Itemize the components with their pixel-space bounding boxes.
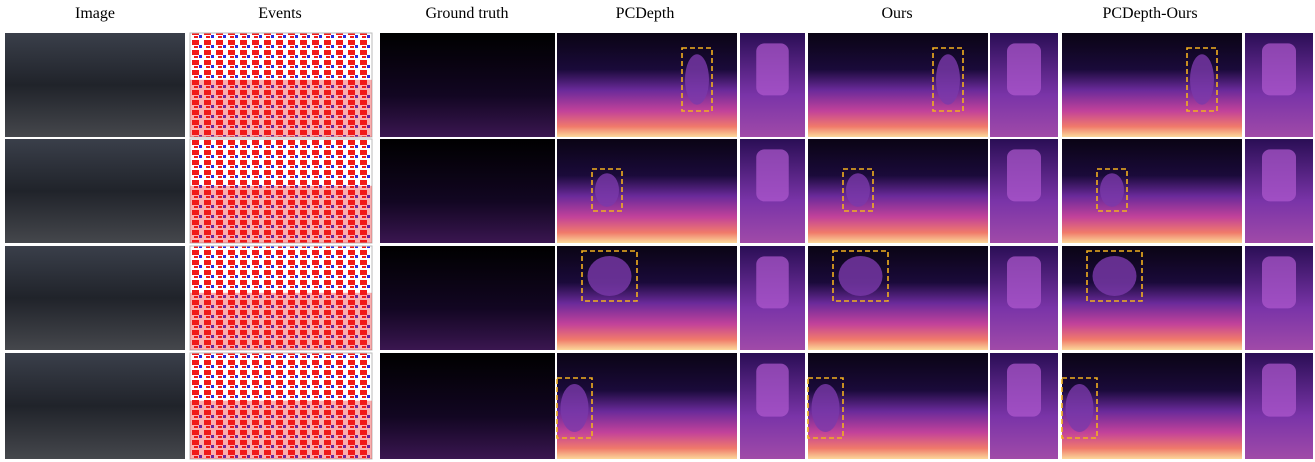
- photo: [5, 246, 185, 350]
- depth-map: [1062, 139, 1242, 243]
- object-blob: [839, 256, 883, 296]
- object-blob: [812, 384, 840, 432]
- crop-object: [756, 256, 789, 308]
- object-blob: [1190, 54, 1214, 104]
- column-header: Events: [258, 5, 302, 23]
- photo: [5, 139, 185, 243]
- events-overlay: [190, 80, 372, 137]
- column-header: PCDepth: [616, 5, 675, 23]
- column-header: Ground truth: [425, 5, 508, 23]
- crop-object: [756, 364, 789, 417]
- depth-map: [808, 246, 988, 350]
- column-header: Image: [75, 5, 115, 23]
- crop-object: [756, 149, 789, 201]
- events-overlay: [190, 401, 372, 459]
- object-blob: [936, 54, 960, 104]
- ground-truth: [380, 246, 555, 350]
- figure: Image Events Ground truth PCDepth Ours PCDept…: [0, 0, 1315, 462]
- depth-map: [1062, 246, 1242, 350]
- object-blob: [846, 173, 870, 207]
- crop-object: [1007, 256, 1041, 308]
- events-overlay: [190, 186, 372, 243]
- crop-object: [756, 43, 789, 95]
- object-blob: [1093, 256, 1137, 296]
- crop-object: [1262, 149, 1296, 201]
- crop-object: [1262, 256, 1296, 308]
- photo: [5, 33, 185, 137]
- ground-truth: [380, 353, 555, 459]
- depth-map: [557, 139, 737, 243]
- ground-truth: [380, 33, 555, 137]
- object-blob: [561, 384, 589, 432]
- crop-object: [1262, 43, 1296, 95]
- column-header: Ours: [881, 5, 912, 23]
- crop-object: [1007, 149, 1041, 201]
- photo: [5, 353, 185, 459]
- object-blob: [588, 256, 632, 296]
- events-overlay: [190, 293, 372, 350]
- object-blob: [685, 54, 709, 104]
- object-blob: [1100, 173, 1124, 207]
- object-blob: [595, 173, 619, 207]
- object-blob: [1066, 384, 1094, 432]
- image-grid: [0, 0, 1315, 462]
- ground-truth: [380, 139, 555, 243]
- depth-map: [557, 246, 737, 350]
- crop-object: [1007, 364, 1041, 417]
- crop-object: [1262, 364, 1296, 417]
- crop-object: [1007, 43, 1041, 95]
- column-header: PCDepth-Ours: [1102, 5, 1197, 23]
- depth-map: [808, 139, 988, 243]
